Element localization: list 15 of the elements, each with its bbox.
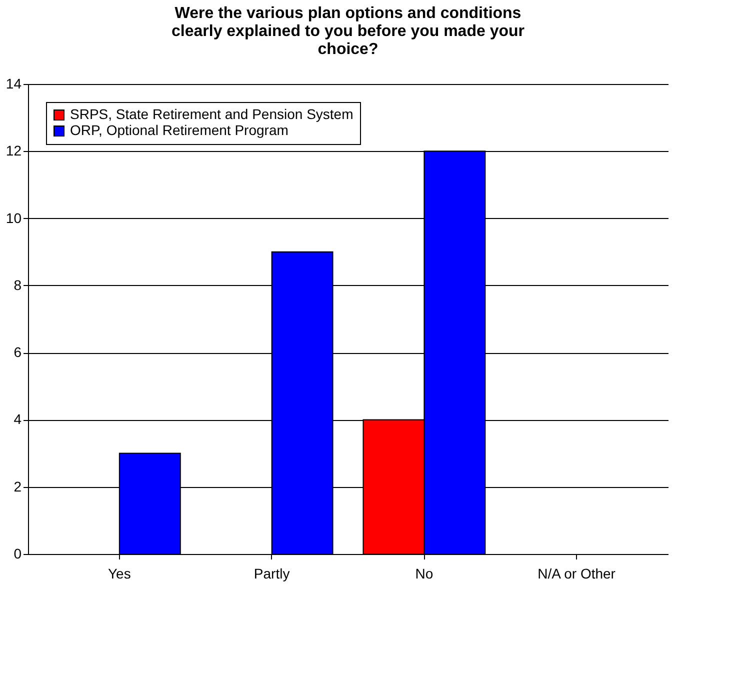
x-tick-label: N/A or Other: [538, 566, 616, 582]
y-tick-label: 4: [14, 411, 22, 428]
x-tick-label: No: [415, 566, 434, 582]
x-tick-label: Yes: [108, 566, 131, 582]
y-tick-label: 2: [14, 478, 22, 494]
legend-label: ORP, Optional Retirement Program: [70, 122, 288, 138]
chart-title: Were the various plan options and conditions clearly explained to you before you made your choice?: [172, 5, 524, 58]
y-tick-label: 14: [6, 76, 22, 92]
x-tick-label: Partly: [254, 566, 290, 582]
y-tick-label: 8: [14, 276, 22, 293]
y-tick-label: 10: [6, 210, 22, 226]
y-tick-label: 12: [6, 142, 22, 159]
y-tick-label: 6: [14, 344, 22, 360]
legend-label: SRPS, State Retirement and Pension System: [70, 106, 354, 122]
y-tick-label: 0: [14, 546, 22, 562]
